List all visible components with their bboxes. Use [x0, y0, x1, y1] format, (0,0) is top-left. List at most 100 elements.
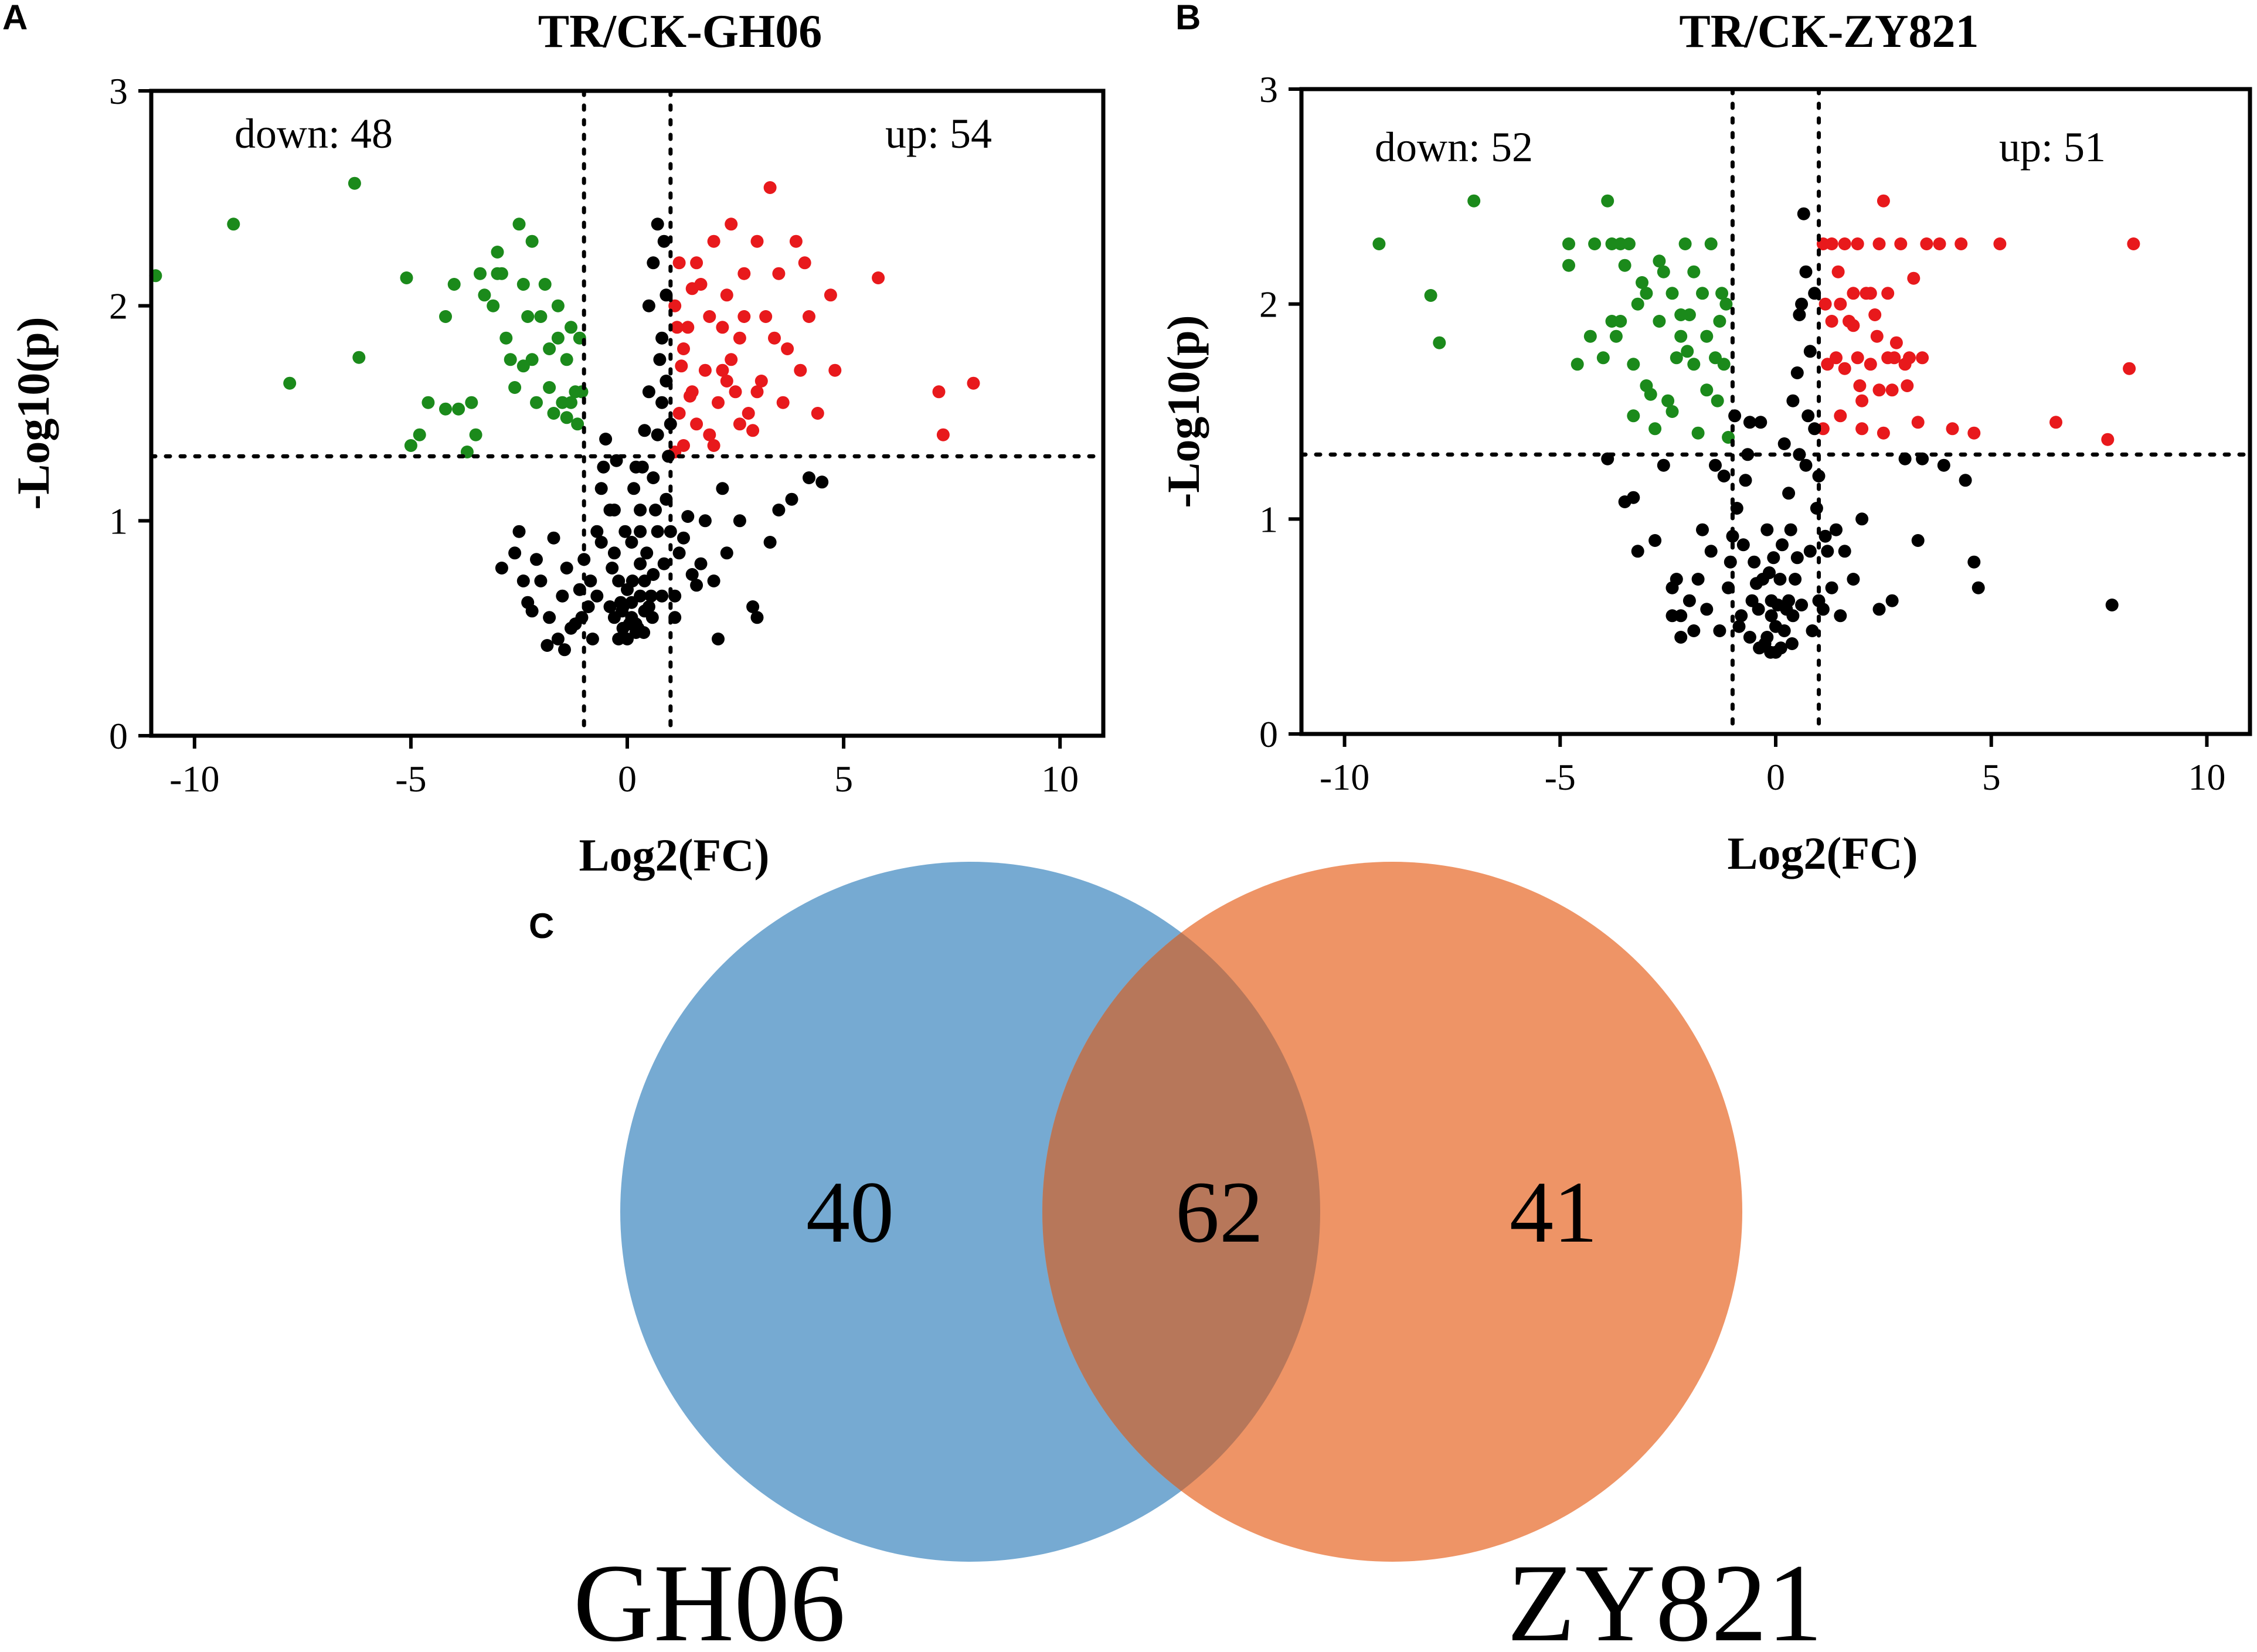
plot-b-y-axis-label: -Log10(p)	[1158, 315, 1209, 508]
plot-a-point-down	[439, 310, 452, 323]
plot-a-point-ns	[647, 471, 660, 484]
plot-b-point-ns	[1855, 512, 1869, 526]
plot-b-point-up	[1885, 383, 1899, 397]
plot-b-point-ns	[1773, 573, 1787, 586]
plot-a-point-up	[733, 331, 746, 345]
plot-a-point-ns	[516, 575, 530, 587]
plot-a-point-ns	[664, 417, 677, 431]
plot-a-point-down	[530, 396, 543, 409]
plot-a-point-up	[670, 321, 684, 334]
plot-b-point-down	[1704, 237, 1718, 250]
plot-a-point-up	[685, 282, 699, 295]
plot-a-point-ns	[763, 536, 777, 549]
plot-a-point-ns	[543, 611, 556, 624]
plot-b-point-ns	[1818, 529, 1832, 543]
plot-b-point-down	[1700, 383, 1714, 397]
venn-count-gh06-only: 40	[806, 1164, 894, 1261]
plot-a-point-down	[499, 331, 513, 345]
plot-a-point-ns	[594, 482, 608, 495]
plot-b-point-down	[1433, 336, 1446, 349]
plot-b-point-down	[1711, 394, 1724, 407]
plot-a-point-ns	[645, 611, 659, 624]
plot-a-point-ns	[635, 460, 649, 474]
plot-a-point-up	[936, 428, 950, 441]
plot-a-point-ns	[649, 504, 662, 516]
plot-a-point-down	[283, 376, 297, 390]
plot-b-point-ns	[1741, 448, 1755, 461]
plot-a-point-ns	[694, 557, 708, 570]
plot-b-point-up	[1967, 426, 1981, 440]
plot-b-point-down	[1681, 345, 1694, 358]
plot-a-point-up	[742, 407, 755, 420]
plot-a-point-up	[690, 256, 703, 270]
plot-a-point-up	[763, 181, 777, 194]
plot-a-point-down	[465, 396, 478, 409]
plot-a-point-ns	[685, 568, 699, 581]
plot-b-point-down	[1674, 308, 1688, 321]
plot-b-point-up	[1907, 271, 1921, 285]
plot-b-point-ns	[1821, 545, 1834, 558]
plot-a-point-ns	[634, 589, 647, 603]
plot-b-point-down	[1691, 426, 1705, 440]
plot-a-point-down	[547, 407, 560, 420]
plot-b-point-ns	[1743, 631, 1756, 644]
plot-a-point-down	[491, 246, 504, 259]
plot-b-point-up	[2123, 362, 2136, 375]
plot-a-point-down	[543, 381, 556, 394]
plot-a-point-up	[737, 267, 751, 280]
plot-b-point-up	[1903, 351, 1916, 365]
plot-a-point-up	[716, 321, 729, 334]
plot-b-point-up	[1870, 329, 1884, 343]
plot-b-point-ns	[1767, 551, 1780, 565]
plot-a-point-ns	[750, 611, 764, 624]
plot-b-point-up	[1855, 394, 1869, 407]
plot-a-point-down	[560, 353, 573, 366]
plot-a-point-up	[707, 234, 720, 248]
plot-b-point-up	[1831, 265, 1845, 278]
plot-a-point-up	[677, 342, 690, 355]
plot-b-point-down	[1713, 315, 1726, 328]
plot-a-point-down	[521, 310, 535, 323]
panel-letter-c: C	[529, 906, 554, 946]
plot-b-point-ns	[1795, 297, 1809, 311]
plot-b-point-down	[1467, 194, 1481, 208]
plot-a-x-tick-label: -5	[395, 758, 426, 800]
plot-a-point-up	[789, 234, 803, 248]
plot-b-point-down	[1700, 329, 1714, 343]
plot-b-point-ns	[1627, 491, 1640, 504]
plot-a-point-down	[439, 402, 452, 416]
plot-a-point-up	[798, 256, 811, 270]
plot-a-point-down	[348, 176, 361, 190]
plot-b-point-down	[1640, 287, 1653, 300]
plot-a-point-ns	[495, 562, 508, 575]
plot-a-point-down	[560, 411, 573, 424]
plot-b-point-ns	[1803, 345, 1817, 358]
plot-a-point-ns	[606, 562, 619, 575]
plot-b-point-up	[1868, 308, 1882, 321]
plot-a-point-ns	[720, 546, 733, 560]
plot-a-point-down	[487, 299, 500, 312]
plot-b-point-ns	[1911, 534, 1925, 547]
plot-a-point-up	[824, 288, 837, 302]
plot-a-point-ns	[651, 428, 664, 441]
plot-b-down-count: down: 52	[1375, 124, 1533, 171]
plot-a-point-down	[575, 385, 589, 399]
plot-b-point-up	[1838, 362, 1851, 375]
plot-a-point-down	[508, 381, 522, 394]
plot-a-point-up	[720, 288, 733, 302]
plot-b-point-down	[1562, 237, 1575, 250]
plot-b-up-count: up: 51	[1999, 124, 2106, 171]
plot-b-point-down	[1678, 237, 1692, 250]
plot-b-point-ns	[1885, 594, 1899, 607]
plot-b-point-down	[1631, 297, 1644, 311]
plot-a-point-down	[400, 271, 413, 284]
plot-b-point-ns	[1754, 416, 1767, 429]
plot-a-point-ns	[556, 589, 569, 603]
plot-a-point-up	[932, 385, 946, 399]
venn-count-overlap: 62	[1175, 1164, 1263, 1261]
plot-a-point-up	[725, 353, 738, 366]
plot-a-point-up	[794, 363, 807, 377]
plot-a-up-count: up: 54	[885, 110, 992, 157]
plot-b-point-ns	[1735, 609, 1748, 623]
plot-b-point-up	[1838, 237, 1851, 250]
